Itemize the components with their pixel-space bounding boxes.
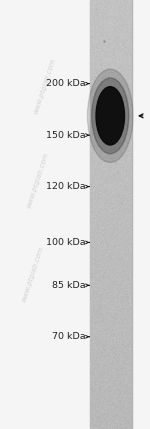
- Text: 200 kDa: 200 kDa: [46, 79, 86, 88]
- Text: 150 kDa: 150 kDa: [46, 131, 86, 139]
- Ellipse shape: [96, 87, 124, 145]
- Ellipse shape: [92, 78, 129, 154]
- Bar: [90, 0, 132, 429]
- Text: www.ptglab.com: www.ptglab.com: [26, 151, 50, 209]
- Text: 70 kDa: 70 kDa: [52, 332, 86, 341]
- Text: 100 kDa: 100 kDa: [46, 238, 86, 247]
- Text: www.ptglab.com: www.ptglab.com: [21, 246, 45, 303]
- Text: www.ptglab.com: www.ptglab.com: [33, 57, 57, 115]
- Ellipse shape: [87, 69, 133, 163]
- Text: 85 kDa: 85 kDa: [52, 281, 86, 290]
- Text: 120 kDa: 120 kDa: [46, 182, 86, 191]
